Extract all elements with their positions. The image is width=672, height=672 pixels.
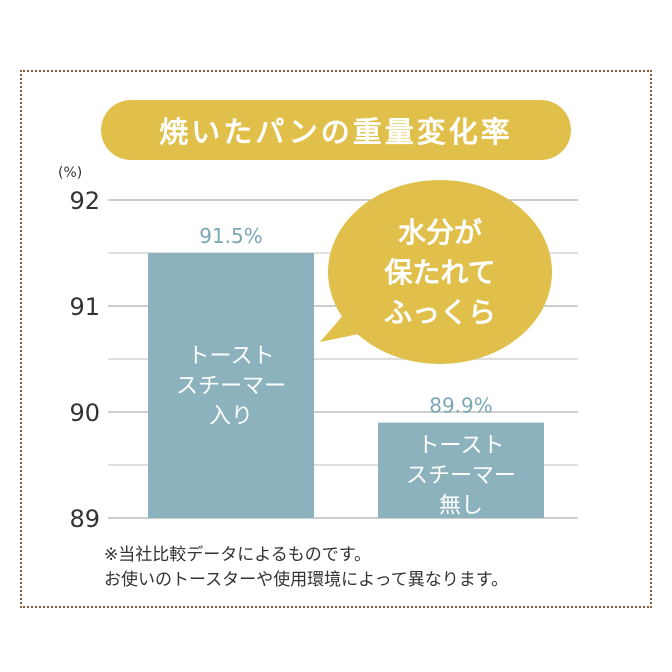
speech-bubble-text: 水分が bbox=[398, 216, 482, 249]
y-tick-label: 90 bbox=[69, 399, 100, 427]
category-label: スチーマー bbox=[176, 374, 286, 399]
category-label: 入り bbox=[209, 404, 253, 429]
category-label: スチーマー bbox=[406, 464, 516, 489]
data-label: 91.5% bbox=[199, 224, 263, 248]
chart-title: 焼いたパンの重量変化率 bbox=[101, 100, 571, 160]
category-label: 無し bbox=[439, 494, 483, 519]
speech-bubble bbox=[328, 180, 552, 364]
footnote-2: お使いのトースターや使用環境によって異なります。 bbox=[104, 570, 509, 590]
bar bbox=[378, 422, 544, 518]
footnote-1: ※当社比較データによるものです。 bbox=[104, 545, 372, 565]
y-tick-label: 92 bbox=[69, 187, 100, 215]
y-tick-label: 91 bbox=[69, 293, 100, 321]
data-label: 89.9% bbox=[429, 394, 493, 418]
y-unit-label: (%) bbox=[58, 165, 82, 181]
speech-bubble-text: 保たれて bbox=[384, 256, 495, 289]
category-label: トースト bbox=[188, 344, 275, 369]
dotted-frame bbox=[20, 70, 652, 608]
y-tick-label: 89 bbox=[69, 505, 100, 533]
speech-bubble-text: ふっくら bbox=[384, 296, 496, 329]
category-label: トースト bbox=[418, 434, 505, 459]
bar bbox=[148, 253, 314, 518]
